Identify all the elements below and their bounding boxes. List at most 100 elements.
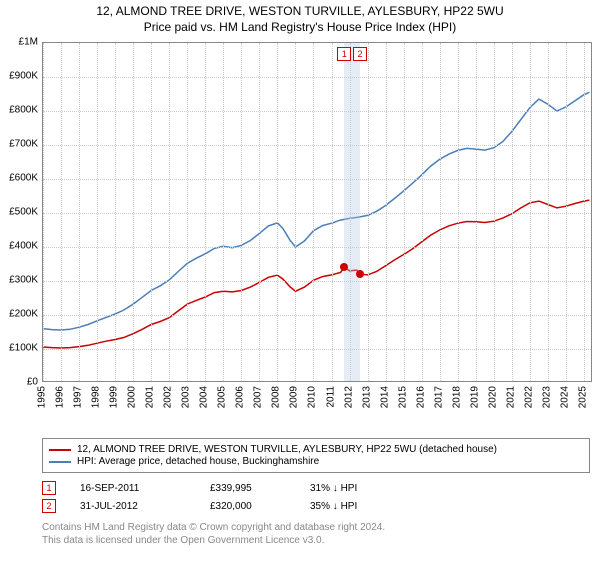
sale-delta: 35% ↓ HPI: [310, 501, 410, 512]
legend: 12, ALMOND TREE DRIVE, WESTON TURVILLE, …: [42, 438, 590, 473]
sale-marker-1: 1: [337, 47, 351, 61]
x-axis-label: 2001: [145, 386, 156, 408]
gridline-v: [440, 43, 441, 381]
gridline-v: [169, 43, 170, 381]
x-axis-label: 1996: [55, 386, 66, 408]
plot-region: 12: [42, 42, 592, 382]
y-axis-label: £400K: [0, 241, 38, 252]
gridline-h: [43, 349, 591, 350]
x-axis-label: 2006: [235, 386, 246, 408]
x-axis-label: 2020: [487, 386, 498, 408]
x-axis-label: 2025: [577, 386, 588, 408]
sale-price: £320,000: [210, 501, 310, 512]
y-axis-label: £800K: [0, 105, 38, 116]
legend-label: HPI: Average price, detached house, Buck…: [77, 456, 319, 467]
gridline-v: [404, 43, 405, 381]
sale-date: 16-SEP-2011: [80, 483, 210, 494]
sale-price: £339,995: [210, 483, 310, 494]
y-axis-label: £700K: [0, 139, 38, 150]
x-axis-label: 2019: [469, 386, 480, 408]
gridline-v: [566, 43, 567, 381]
x-axis-label: 2009: [289, 386, 300, 408]
gridline-h: [43, 247, 591, 248]
gridline-v: [79, 43, 80, 381]
x-axis-label: 2004: [199, 386, 210, 408]
x-axis-label: 2011: [325, 386, 336, 408]
x-axis-label: 2000: [127, 386, 138, 408]
gridline-v: [133, 43, 134, 381]
x-axis-label: 2008: [271, 386, 282, 408]
chart-title-line1: 12, ALMOND TREE DRIVE, WESTON TURVILLE, …: [0, 4, 600, 18]
sale-row-marker: 2: [42, 499, 56, 513]
sale-row-marker: 1: [42, 481, 56, 495]
gridline-v: [368, 43, 369, 381]
sale-row: 1 16-SEP-2011£339,99531% ↓ HPI: [42, 481, 590, 495]
x-axis-label: 2021: [505, 386, 516, 408]
x-axis-label: 1999: [109, 386, 120, 408]
x-axis-label: 2003: [181, 386, 192, 408]
x-axis-label: 2022: [523, 386, 534, 408]
x-axis-label: 2010: [307, 386, 318, 408]
x-axis-label: 1995: [37, 386, 48, 408]
gridline-v: [584, 43, 585, 381]
sale-row: 2 31-JUL-2012£320,00035% ↓ HPI: [42, 499, 590, 513]
x-axis-label: 1998: [91, 386, 102, 408]
x-axis-label: 2013: [361, 386, 372, 408]
gridline-v: [386, 43, 387, 381]
y-axis-label: £500K: [0, 207, 38, 218]
chart-title-line2: Price paid vs. HM Land Registry's House …: [0, 20, 600, 34]
series-hpi: [43, 92, 589, 330]
sale-marker-2: 2: [353, 47, 367, 61]
footer: Contains HM Land Registry data © Crown c…: [42, 521, 590, 547]
legend-swatch: [49, 449, 71, 451]
sale-delta: 31% ↓ HPI: [310, 483, 410, 494]
gridline-v: [494, 43, 495, 381]
x-axis-label: 2023: [541, 386, 552, 408]
legend-row: HPI: Average price, detached house, Buck…: [49, 456, 583, 467]
gridline-v: [422, 43, 423, 381]
gridline-v: [332, 43, 333, 381]
gridline-h: [43, 315, 591, 316]
gridline-v: [241, 43, 242, 381]
legend-row: 12, ALMOND TREE DRIVE, WESTON TURVILLE, …: [49, 444, 583, 455]
y-axis-label: £1M: [0, 37, 38, 48]
y-axis-label: £200K: [0, 309, 38, 320]
y-axis-label: £100K: [0, 343, 38, 354]
gridline-v: [223, 43, 224, 381]
y-axis-label: £900K: [0, 71, 38, 82]
series-price_paid: [43, 200, 589, 348]
legend-label: 12, ALMOND TREE DRIVE, WESTON TURVILLE, …: [77, 444, 497, 455]
footer-line2: This data is licensed under the Open Gov…: [42, 534, 590, 547]
gridline-v: [151, 43, 152, 381]
gridline-v: [548, 43, 549, 381]
y-axis-label: £300K: [0, 275, 38, 286]
gridline-v: [458, 43, 459, 381]
gridline-v: [43, 43, 44, 381]
chart-area: 12 £0£100K£200K£300K£400K£500K£600K£700K…: [42, 42, 592, 402]
sale-date: 31-JUL-2012: [80, 501, 210, 512]
x-axis-label: 2005: [217, 386, 228, 408]
gridline-v: [313, 43, 314, 381]
x-axis-label: 2014: [379, 386, 390, 408]
gridline-v: [476, 43, 477, 381]
gridline-h: [43, 281, 591, 282]
gridline-h: [43, 213, 591, 214]
y-axis-label: £0: [0, 377, 38, 388]
x-axis-label: 1997: [73, 386, 84, 408]
gridline-h: [43, 77, 591, 78]
x-axis-label: 2012: [343, 386, 354, 408]
footer-line1: Contains HM Land Registry data © Crown c…: [42, 521, 590, 534]
gridline-v: [115, 43, 116, 381]
x-axis-label: 2016: [415, 386, 426, 408]
x-axis-label: 2018: [451, 386, 462, 408]
gridline-h: [43, 179, 591, 180]
gridline-h: [43, 145, 591, 146]
x-axis-label: 2017: [433, 386, 444, 408]
gridline-v: [277, 43, 278, 381]
gridline-h: [43, 111, 591, 112]
sale-dot-2: [356, 270, 364, 278]
gridline-v: [530, 43, 531, 381]
x-axis-label: 2002: [163, 386, 174, 408]
gridline-v: [259, 43, 260, 381]
gridline-v: [512, 43, 513, 381]
